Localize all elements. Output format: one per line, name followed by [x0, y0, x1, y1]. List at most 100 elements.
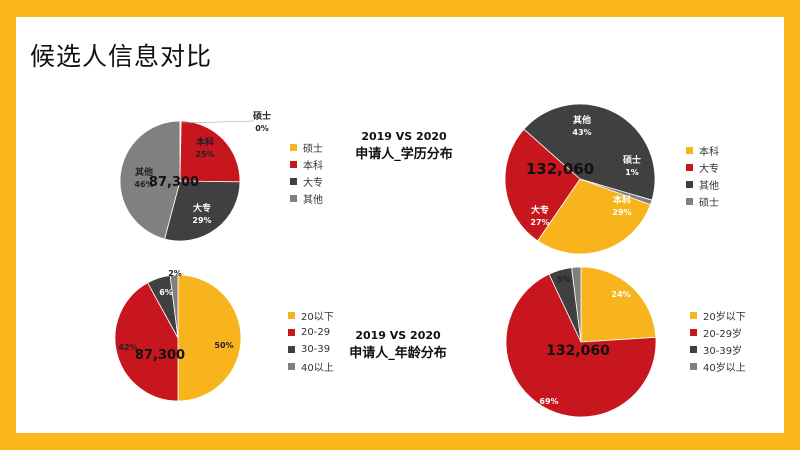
- legend-item: 本科: [686, 142, 719, 159]
- legend-swatch: [290, 178, 297, 185]
- pie-slice-3: [169, 274, 179, 339]
- pie-slice-2: [523, 103, 656, 201]
- slice-value-label: 46%: [134, 180, 153, 189]
- slice-value-label: 24%: [611, 290, 630, 299]
- leader-line: [180, 120, 255, 124]
- pie-slice-3: [571, 266, 582, 343]
- slice-name-label: 大专: [531, 204, 549, 216]
- legend-swatch: [690, 312, 697, 319]
- slice-value-label: 29%: [192, 216, 211, 225]
- slice-value-label: 1%: [625, 168, 639, 177]
- legend-label: 40以上: [301, 363, 334, 374]
- legend-swatch: [690, 363, 697, 370]
- slice-value-label: 6%: [159, 288, 173, 297]
- caption-name: 申请人_年龄分布: [349, 346, 447, 361]
- legend-label: 其他: [699, 181, 719, 192]
- legend-label: 硕士: [699, 198, 719, 209]
- pie-slice-3: [119, 120, 181, 240]
- legend-education-2020: 本科 大专 其他 硕士: [686, 142, 719, 210]
- legend-item: 30-39岁: [690, 341, 746, 358]
- legend-label: 其他: [303, 195, 323, 206]
- slice-name-label: 其他: [135, 166, 153, 178]
- legend-item: 大专: [290, 173, 323, 190]
- slice-value-label: 50%: [214, 341, 233, 350]
- legend-swatch: [690, 346, 697, 353]
- pie-total-label: 132,060: [526, 160, 594, 178]
- pie-slice-1: [504, 128, 581, 242]
- legend-label: 20-29岁: [703, 329, 743, 340]
- slice-value-label: 25%: [195, 150, 214, 159]
- legend-label: 40岁以上: [703, 363, 746, 374]
- caption-years: 2019 VS 2020: [361, 130, 447, 143]
- legend-item: 40岁以上: [690, 358, 746, 375]
- pie-slice-1: [505, 273, 657, 418]
- pie-total-label: 132,060: [546, 343, 610, 359]
- pie-slice-1: [179, 120, 241, 183]
- legend-label: 30-39岁: [703, 346, 743, 357]
- legend-label: 本科: [303, 161, 323, 172]
- legend-education-2019: 硕士 本科 大专 其他: [290, 139, 323, 207]
- legend-swatch: [686, 164, 693, 171]
- slice-value-label: 69%: [539, 397, 558, 406]
- legend-label: 30-39: [301, 344, 331, 355]
- pie-education-2020: 本科 29% 大专 27% 其他 43% 硕士 1% 132,060: [504, 103, 656, 255]
- pie-total-label: 87,300: [135, 348, 185, 363]
- legend-label: 20岁以下: [703, 312, 746, 323]
- page-title: 候选人信息对比: [30, 42, 213, 71]
- legend-item: 其他: [686, 176, 719, 193]
- slide: 候选人信息对比 硕士 0% 本科 25% 大专 29% 其他 46% 87,300 硕士 本科 …: [16, 17, 784, 433]
- pie-slice-0: [177, 274, 242, 402]
- legend-item: 20-29: [288, 324, 334, 341]
- slice-name-label: 其他: [573, 114, 591, 126]
- legend-item: 20-29岁: [690, 324, 746, 341]
- legend-label: 20以下: [301, 312, 334, 323]
- legend-label: 大专: [699, 164, 719, 175]
- legend-swatch: [290, 161, 297, 168]
- caption-name: 申请人_学历分布: [355, 147, 453, 162]
- legend-item: 大专: [686, 159, 719, 176]
- pie-slice-2: [164, 180, 241, 242]
- legend-swatch: [288, 329, 295, 336]
- slice-value-label: 43%: [572, 128, 591, 137]
- legend-item: 40以上: [288, 358, 334, 375]
- pie-education-2019: 硕士 0% 本科 25% 大专 29% 其他 46%87,300: [119, 110, 271, 242]
- legend-item: 硕士: [686, 193, 719, 210]
- pie-total-label: 87,300: [149, 175, 199, 190]
- legend-item: 20以下: [288, 307, 334, 324]
- legend-label: 20-29: [301, 327, 331, 338]
- legend-item: 30-39: [288, 341, 334, 358]
- slice-name-label: 本科: [613, 194, 631, 206]
- legend-item: 本科: [290, 156, 323, 173]
- legend-swatch: [288, 363, 295, 370]
- legend-swatch: [288, 346, 295, 353]
- caption-years: 2019 VS 2020: [355, 329, 441, 342]
- slice-name-label: 大专: [193, 202, 211, 214]
- legend-age-2019: 20以下 20-29 30-39 40以上: [288, 307, 334, 375]
- pie-age-2020: 24% 69% 5% 132,060: [505, 266, 657, 418]
- pie-age-2019: 50% 42% 6% 2% 87,300: [114, 269, 242, 402]
- slice-value-label: 2%: [168, 269, 182, 278]
- legend-swatch: [288, 312, 295, 319]
- legend-label: 大专: [303, 178, 323, 189]
- legend-item: 硕士: [290, 139, 323, 156]
- legend-swatch: [686, 147, 693, 154]
- pie-slice-0: [537, 178, 651, 255]
- legend-swatch: [690, 329, 697, 336]
- caption-education: 2019 VS 2020 申请人_学历分布: [324, 130, 484, 162]
- legend-item: 其他: [290, 190, 323, 207]
- slice-name-label: 本科: [196, 136, 214, 148]
- legend-age-2020: 20岁以下 20-29岁 30-39岁 40岁以上: [690, 307, 746, 375]
- pie-slice-0: [580, 266, 657, 343]
- legend-label: 硕士: [303, 144, 323, 155]
- legend-swatch: [686, 198, 693, 205]
- legend-label: 本科: [699, 147, 719, 158]
- slice-name-label: 硕士: [253, 110, 271, 122]
- slice-value-label: 27%: [530, 218, 549, 227]
- slice-value-label: 29%: [612, 208, 631, 217]
- pie-slice-3: [579, 178, 653, 206]
- legend-swatch: [290, 144, 297, 151]
- legend-item: 20岁以下: [690, 307, 746, 324]
- slice-value-label: 5%: [557, 275, 571, 284]
- pie-slice-1: [114, 282, 179, 402]
- caption-age: 2019 VS 2020 申请人_年龄分布: [318, 329, 478, 361]
